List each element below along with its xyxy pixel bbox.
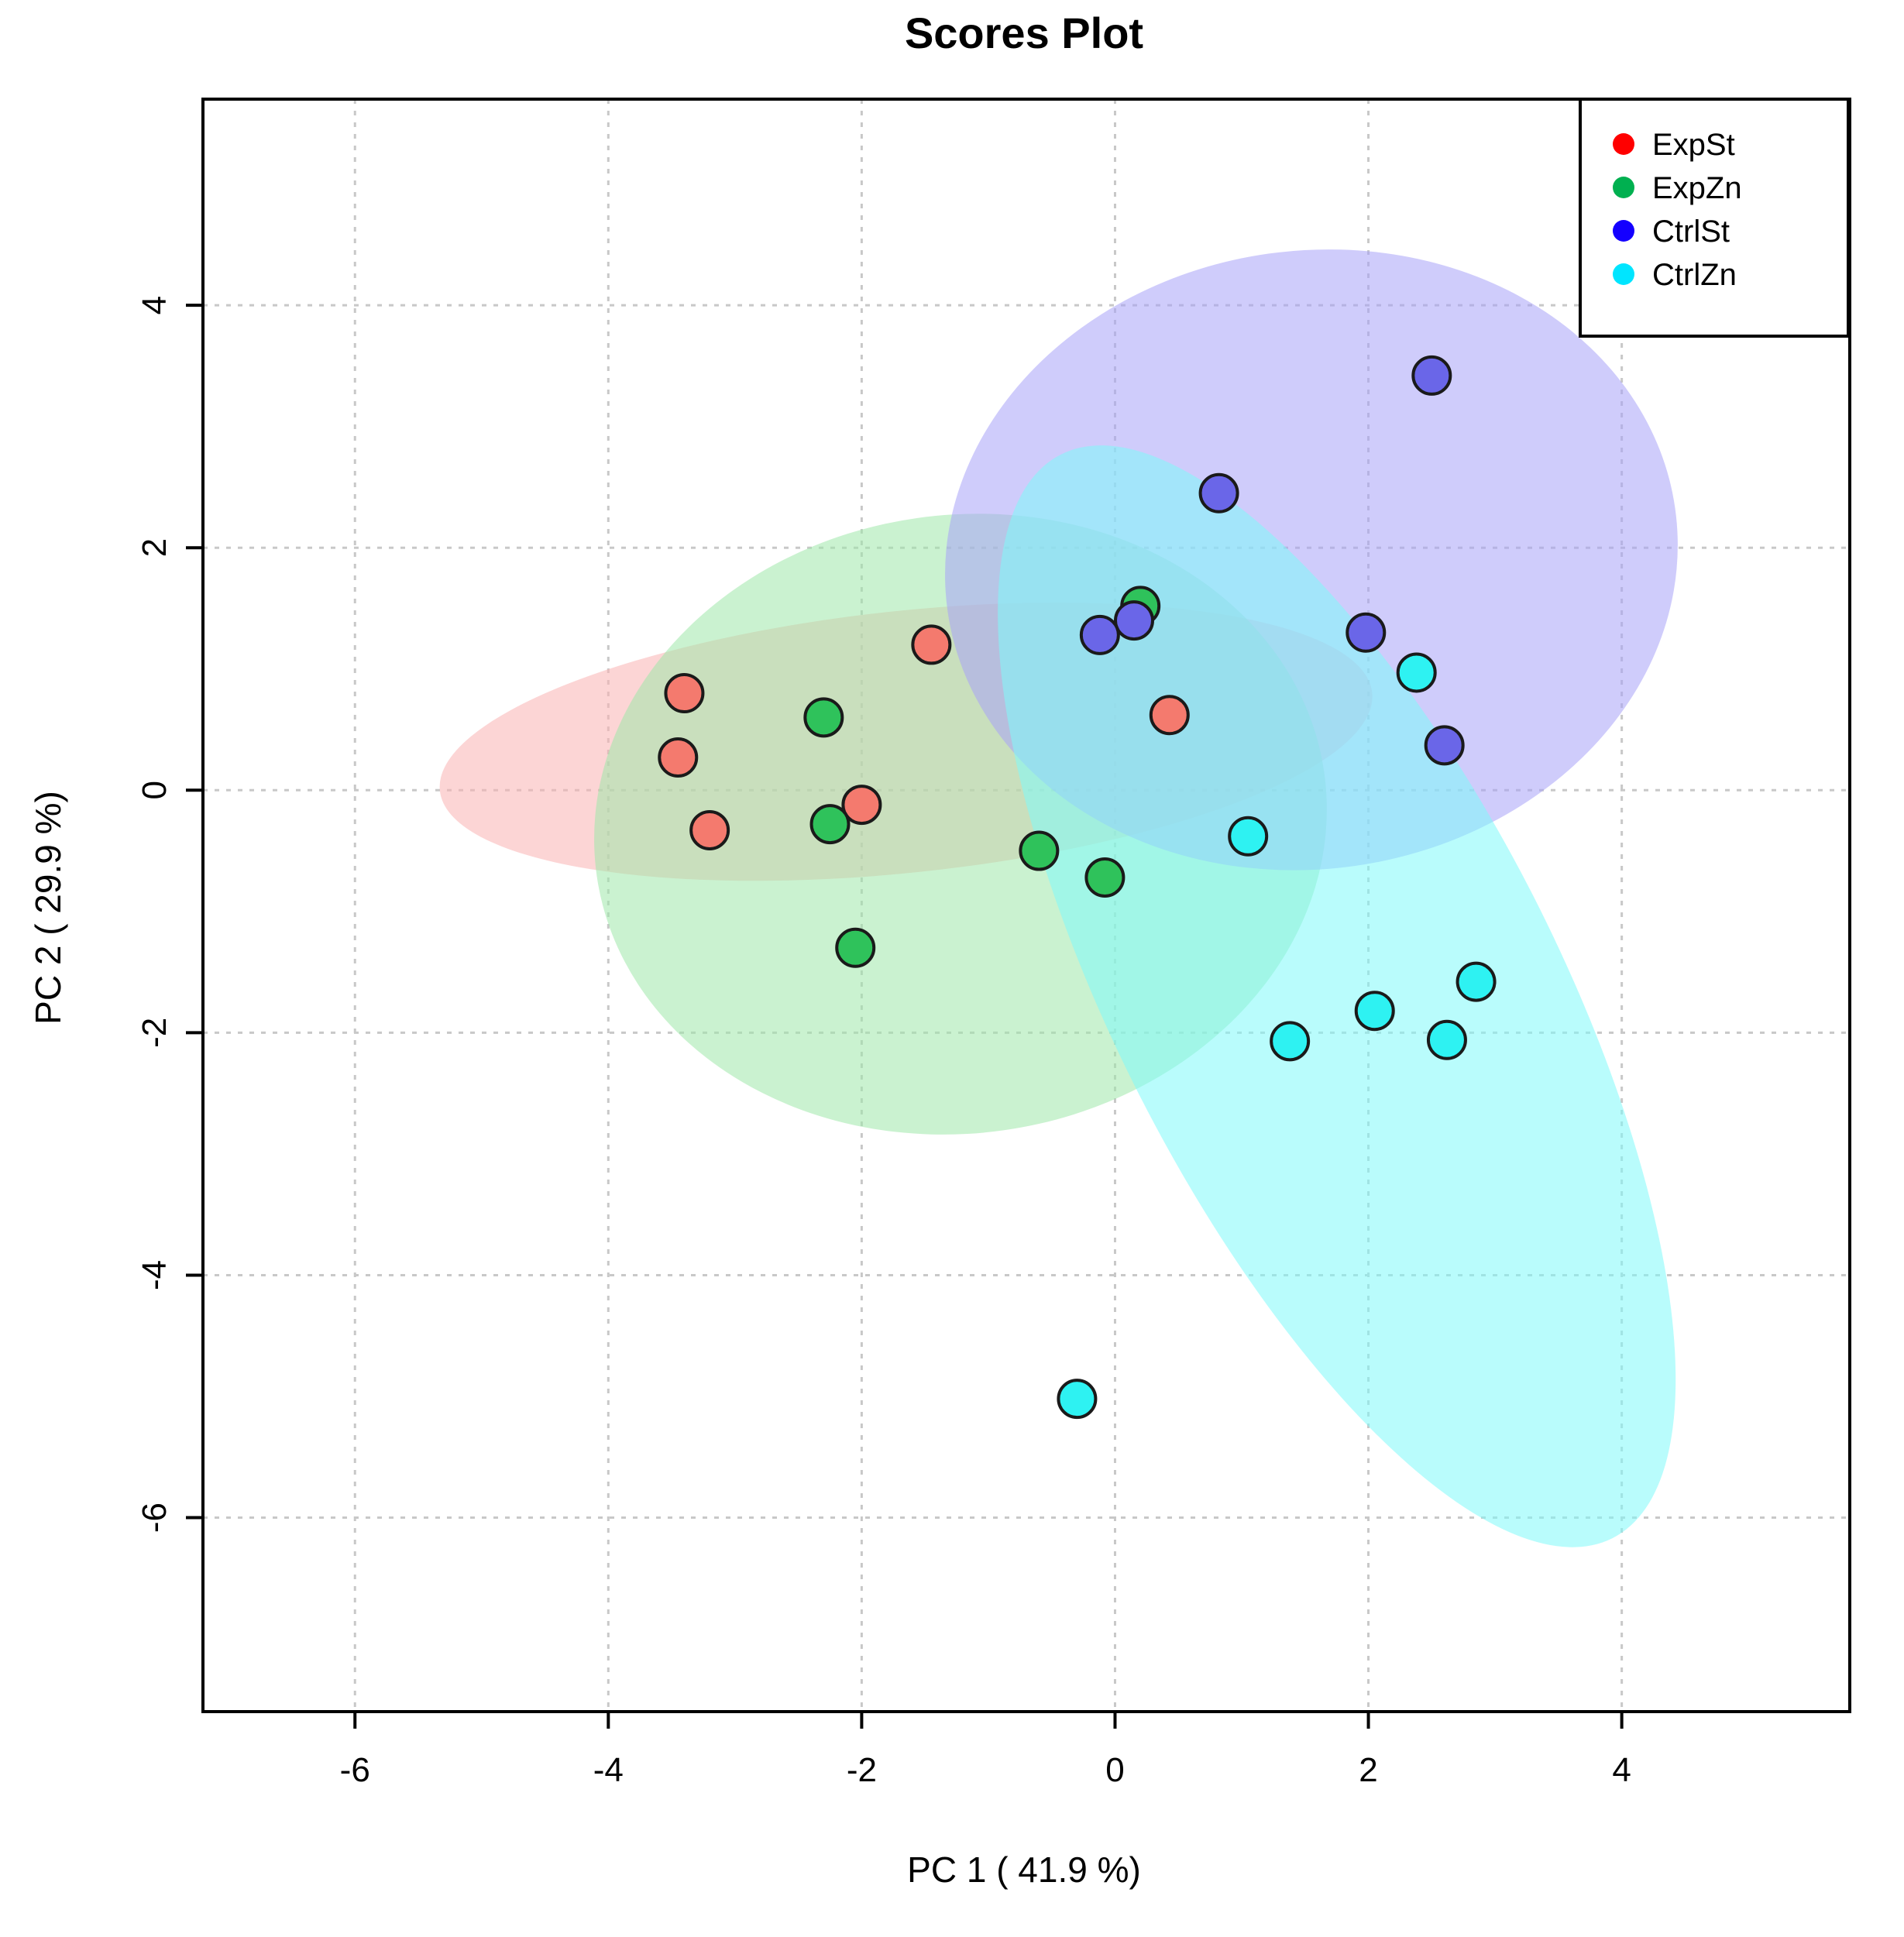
x-tick-label-3: 0 bbox=[1105, 1751, 1124, 1789]
point-expzn-3 bbox=[1019, 830, 1060, 871]
point-expzn-4 bbox=[1084, 857, 1126, 898]
y-tick-label-4: 2 bbox=[136, 538, 174, 557]
plot-frame bbox=[201, 98, 1851, 1713]
y-tick-label-1: -4 bbox=[136, 1260, 174, 1290]
chart-title: Scores Plot bbox=[905, 9, 1143, 57]
x-tick-label-2: -2 bbox=[847, 1751, 877, 1789]
point-expst-0 bbox=[664, 673, 705, 714]
legend-marker-ctrlzn bbox=[1613, 263, 1634, 285]
y-tick-label-0: -6 bbox=[136, 1503, 174, 1533]
point-expst-3 bbox=[841, 785, 882, 826]
point-expst-5 bbox=[1149, 695, 1190, 736]
point-ctrlzn-0 bbox=[1396, 652, 1437, 693]
legend-marker-expzn bbox=[1613, 177, 1634, 198]
confidence-ellipses bbox=[439, 249, 1678, 1547]
legend-items: ExpSt ExpZn CtrlSt CtrlZn bbox=[1613, 128, 1742, 292]
point-ctrlzn-1 bbox=[1228, 816, 1269, 857]
point-ctrlst-3 bbox=[1079, 614, 1120, 655]
point-expzn-2 bbox=[835, 927, 876, 968]
point-ctrlzn-3 bbox=[1354, 991, 1395, 1032]
point-ctrlst-4 bbox=[1346, 612, 1387, 653]
score-points bbox=[658, 355, 1497, 1420]
point-expst-1 bbox=[658, 737, 699, 778]
x-tick-label-1: -4 bbox=[593, 1751, 624, 1789]
point-ctrlst-1 bbox=[1198, 472, 1239, 513]
point-ctrlzn-4 bbox=[1270, 1021, 1311, 1062]
legend-label-ctrlst: CtrlSt bbox=[1652, 215, 1730, 249]
y-tick-label-5: 4 bbox=[136, 296, 174, 314]
point-ctrlst-5 bbox=[1424, 725, 1465, 766]
x-tick-label-5: 4 bbox=[1612, 1751, 1631, 1789]
point-expst-2 bbox=[689, 809, 730, 850]
legend: ExpSt ExpZn CtrlSt CtrlZn bbox=[1579, 98, 1850, 338]
y-tick-label-3: 0 bbox=[136, 781, 174, 799]
axes: -6 -4 -2 0 2 4 -6 -4 -2 0 2 4 bbox=[136, 296, 1631, 1789]
point-expzn-1 bbox=[809, 804, 851, 845]
x-axis-label: PC 1 ( 41.9 %) bbox=[907, 1849, 1141, 1890]
legend-label-expzn: ExpZn bbox=[1652, 171, 1742, 205]
x-tick-label-0: -6 bbox=[340, 1751, 370, 1789]
point-ctrlst-0 bbox=[1411, 355, 1452, 396]
x-tick-label-4: 2 bbox=[1359, 1751, 1377, 1789]
y-axis-label: PC 2 ( 29.9 %) bbox=[28, 791, 68, 1025]
point-ctrlzn-5 bbox=[1426, 1019, 1467, 1060]
legend-marker-expst bbox=[1613, 133, 1634, 155]
point-expzn-0 bbox=[803, 697, 844, 738]
legend-label-expst: ExpSt bbox=[1652, 128, 1735, 162]
point-expst-4 bbox=[911, 624, 952, 665]
point-ctrlst-2 bbox=[1114, 600, 1155, 641]
legend-marker-ctrlst bbox=[1613, 220, 1634, 242]
y-tick-label-2: -2 bbox=[136, 1018, 174, 1048]
legend-label-ctrlzn: CtrlZn bbox=[1652, 258, 1737, 292]
point-ctrlzn-2 bbox=[1455, 961, 1497, 1002]
point-ctrlzn-6 bbox=[1057, 1379, 1098, 1420]
